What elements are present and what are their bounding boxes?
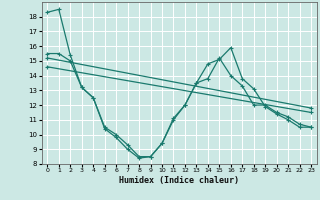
X-axis label: Humidex (Indice chaleur): Humidex (Indice chaleur) [119,176,239,185]
